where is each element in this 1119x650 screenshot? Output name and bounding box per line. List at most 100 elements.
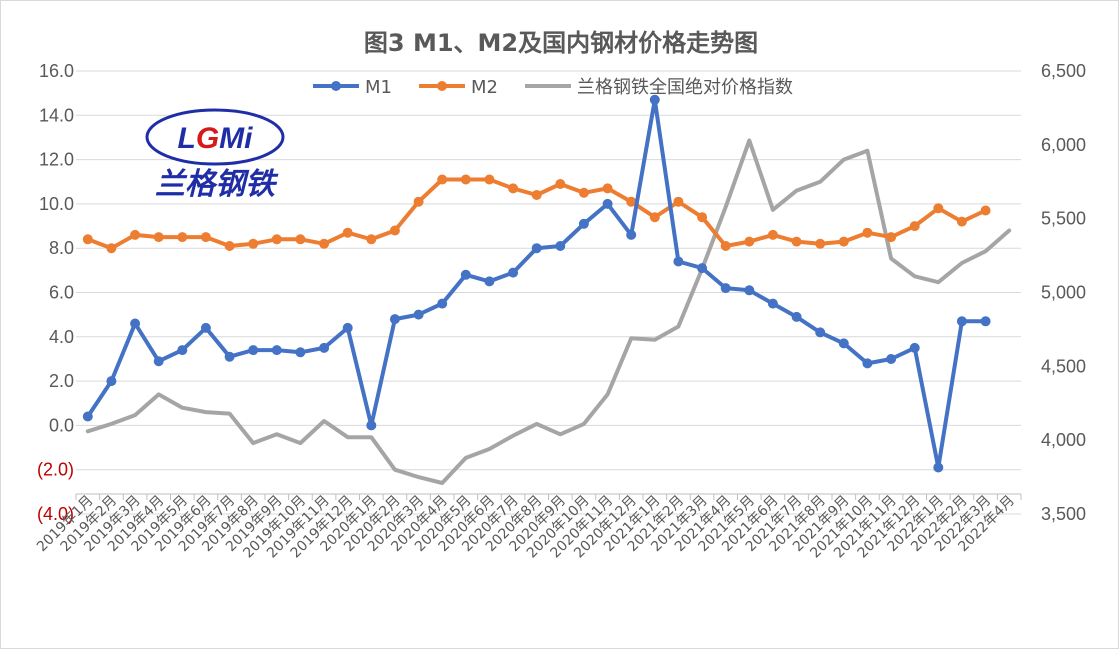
x-axis: 2019年1月2019年2月2019年3月2019年4月2019年5月2019年…: [34, 493, 1022, 561]
data-point: [437, 298, 448, 309]
data-point: [815, 238, 826, 249]
data-point: [106, 243, 117, 254]
data-point: [460, 174, 471, 185]
right-tick-label: 4,000: [1041, 430, 1086, 450]
legend-label: M2: [471, 77, 498, 98]
data-point: [720, 283, 731, 294]
data-point: [437, 174, 448, 185]
data-point: [933, 203, 944, 214]
data-point: [578, 187, 589, 198]
right-axis: 3,500 4,000 4,500 5,000 5,500 6,000 6,500: [1041, 61, 1086, 524]
data-point: [130, 318, 141, 329]
logo-text: LGMi: [178, 122, 254, 155]
legend-item: M2: [419, 77, 498, 98]
data-point: [626, 229, 637, 240]
legend-item: M1: [313, 77, 392, 98]
right-tick-label: 6,500: [1041, 61, 1086, 81]
data-point: [791, 236, 802, 247]
left-tick-label: 16.0: [39, 61, 74, 81]
data-point: [271, 345, 282, 356]
data-point: [697, 212, 708, 223]
chart-title: 图3 M1、M2及国内钢材价格走势图: [364, 29, 758, 57]
data-point: [130, 229, 141, 240]
data-point: [862, 227, 873, 238]
data-point: [224, 351, 235, 362]
legend: M1 M2 兰格钢铁全国绝对价格指数: [313, 77, 793, 98]
data-point: [815, 327, 826, 338]
left-axis: (4.0) (2.0) 0.0 2.0 4.0 6.0 8.0 10.0 12.0 14.0 16.…: [37, 61, 74, 524]
lgmi-logo: LGMi 兰格钢铁: [145, 108, 285, 202]
data-point: [271, 234, 282, 245]
data-point: [744, 236, 755, 247]
data-point: [602, 198, 613, 209]
data-point: [413, 309, 424, 320]
data-point: [484, 276, 495, 287]
data-point: [153, 232, 164, 243]
data-point: [602, 183, 613, 194]
data-point: [578, 218, 589, 229]
data-point: [555, 241, 566, 251]
left-tick-label: 8.0: [49, 238, 74, 258]
series-line: [85, 138, 1012, 485]
data-point: [200, 232, 211, 243]
data-point: [342, 227, 353, 238]
legend-swatch-marker: [331, 81, 341, 91]
right-tick-label: 4,500: [1041, 356, 1086, 376]
data-point: [626, 196, 637, 207]
data-point: [673, 196, 684, 207]
data-point: [106, 376, 117, 387]
data-point: [413, 196, 424, 207]
data-point: [366, 234, 377, 245]
data-point: [673, 256, 684, 267]
data-point: [649, 94, 660, 105]
data-point: [319, 342, 330, 353]
data-point: [508, 183, 519, 194]
legend-label: M1: [365, 77, 392, 98]
data-point: [838, 338, 849, 349]
left-tick-label: 2.0: [49, 371, 74, 391]
data-point: [720, 241, 731, 251]
logo-subtitle: 兰格钢铁: [155, 167, 279, 202]
data-point: [389, 314, 400, 325]
series-M2: [82, 174, 991, 254]
data-point: [366, 420, 377, 431]
data-point: [177, 345, 188, 356]
left-tick-label: (2.0): [37, 460, 74, 480]
data-point: [484, 174, 495, 185]
left-tick-label: 12.0: [39, 150, 74, 170]
right-tick-label: 6,000: [1041, 135, 1086, 155]
data-point: [956, 216, 967, 227]
data-point: [200, 322, 211, 333]
data-point: [82, 411, 93, 422]
data-point: [744, 285, 755, 296]
series-兰格钢铁全国绝对价格指数: [85, 138, 1012, 485]
right-tick-label: 5,000: [1041, 283, 1086, 303]
series-M1: [82, 94, 991, 473]
data-point: [177, 232, 188, 243]
data-point: [153, 356, 164, 367]
data-point: [389, 225, 400, 236]
right-tick-label: 3,500: [1041, 504, 1086, 524]
data-point: [838, 236, 849, 247]
legend-item: 兰格钢铁全国绝对价格指数: [525, 77, 793, 98]
data-point: [224, 241, 235, 251]
legend-swatch-marker: [437, 81, 447, 91]
data-point: [508, 267, 519, 278]
left-tick-label: (4.0): [37, 504, 74, 524]
data-point: [767, 229, 778, 240]
data-point: [82, 234, 93, 245]
data-point: [295, 234, 306, 245]
data-point: [980, 205, 991, 216]
data-point: [886, 354, 897, 364]
left-tick-label: 4.0: [49, 327, 74, 347]
data-point: [767, 298, 778, 309]
data-point: [909, 342, 920, 353]
data-point: [319, 238, 330, 249]
series-layer: [82, 94, 1012, 485]
data-point: [531, 190, 542, 200]
legend-label: 兰格钢铁全国绝对价格指数: [577, 77, 793, 98]
data-point: [342, 322, 353, 333]
left-tick-label: 0.0: [49, 415, 74, 435]
